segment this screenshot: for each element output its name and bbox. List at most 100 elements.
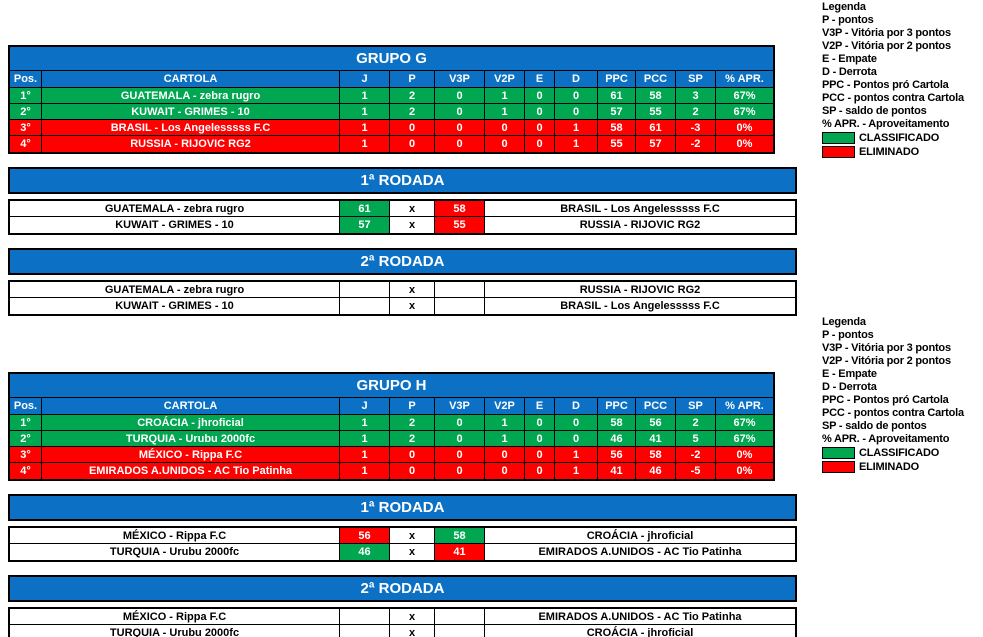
legend-bottom: Legenda P - pontos V3P - Vitória por 3 po…: [822, 316, 983, 474]
standings-cell-p: 2: [390, 431, 435, 446]
match-table: MÉXICO - Rippa F.C 56 x 58 CROÁCIA - jhr…: [8, 526, 797, 562]
rounds-container: 1ª RODADA MÉXICO - Rippa F.C 56 x 58: [8, 494, 797, 637]
standings-cell-e: 0: [525, 447, 555, 462]
standings-header-row: Pos. CARTOLA J P V3P V2P E D PPC PCC SP …: [10, 71, 773, 88]
standings-header-sp: SP: [676, 398, 716, 414]
standings-cell-ppc: 55: [598, 136, 636, 152]
standings-header-ppc: PPC: [598, 71, 636, 87]
standings-cell-j: 1: [340, 431, 390, 446]
match-home-score: [340, 625, 390, 637]
standings-cell-apr: 0%: [736, 448, 753, 461]
legend-eliminated-row: ELIMINADO: [822, 460, 983, 474]
standings-header-p: P: [390, 71, 435, 87]
standings-header-sp: SP: [676, 71, 716, 87]
legend-item: PCC - pontos contra Cartola: [822, 407, 964, 419]
match-row: KUWAIT - GRIMES - 10 x BRASIL - Los Ange…: [10, 298, 795, 314]
standings-header-pos: Pos.: [10, 398, 42, 414]
standings-table: GRUPO G Pos. CARTOLA J P V3P V2P E D PPC…: [8, 45, 775, 154]
standings-header-v2p: V2P: [485, 398, 525, 414]
match-row: TURQUIA - Urubu 2000fc 46 x 41 EMIRADOS …: [10, 544, 795, 560]
standings-cell-v3p: 0: [435, 431, 485, 446]
standings-cell-sp: -5: [676, 463, 716, 479]
standings-cell-apr: 67%: [733, 105, 756, 118]
standings-cell-d: 1: [555, 120, 598, 135]
standings-cell-v3p: 0: [435, 415, 485, 430]
match-home-score: 56: [340, 528, 390, 543]
eliminated-label: ELIMINADO: [859, 460, 919, 473]
group-title: GRUPO H: [356, 377, 427, 394]
standings-row: 1° CROÁCIA - jhroficial 1 2 0 1 0 0 58 5…: [10, 415, 773, 431]
legend-top: Legenda P - pontos V3P - Vitória por 3 po…: [822, 1, 983, 159]
standings-cell-d: 0: [555, 104, 598, 119]
legend-item: P - pontos: [822, 14, 874, 26]
group-title-bar: GRUPO H: [10, 374, 773, 398]
round-title: 2ª RODADA: [360, 580, 445, 597]
standings-cell-sp: 3: [676, 88, 716, 103]
standings-cell-j: 1: [340, 104, 390, 119]
match-table: GUATEMALA - zebra rugro x RUSSIA - RIJOV…: [8, 280, 797, 316]
standings-cell-pcc: 58: [636, 88, 676, 103]
standings-cell-e: 0: [525, 120, 555, 135]
standings-cell-ppc: 41: [598, 463, 636, 479]
standings-cell-v2p: 0: [485, 120, 525, 135]
standings-row: 4° RUSSIA - RIJOVIC RG2 1 0 0 0 0 1 55 5…: [10, 136, 773, 152]
standings-header-j: J: [340, 398, 390, 414]
standings-cell-pos: 3°: [10, 120, 42, 135]
eliminated-swatch-icon: [822, 146, 855, 158]
match-separator: x: [390, 528, 435, 543]
standings-header-e: E: [525, 71, 555, 87]
standings-header-d: D: [555, 398, 598, 414]
standings-cell-d: 0: [555, 88, 598, 103]
standings-header-pos: Pos.: [10, 71, 42, 87]
legend-items: P - pontos V3P - Vitória por 3 pontos V2P …: [822, 329, 983, 446]
standings-header-v3p: V3P: [435, 71, 485, 87]
standings-cell-j: 1: [340, 447, 390, 462]
standings-cell-pos: 1°: [10, 415, 42, 430]
legend-item: E - Empate: [822, 368, 877, 380]
standings-cell-v2p: 0: [485, 447, 525, 462]
standings-cell-v3p: 0: [435, 463, 485, 479]
standings-header-row: Pos. CARTOLA J P V3P V2P E D PPC PCC SP …: [10, 398, 773, 415]
standings-cell-j: 1: [340, 415, 390, 430]
standings-cell-p: 2: [390, 104, 435, 119]
standings-cell-e: 0: [525, 415, 555, 430]
match-table: GUATEMALA - zebra rugro 61 x 58 BRASIL -…: [8, 199, 797, 235]
standings-cell-pcc: 46: [636, 463, 676, 479]
standings-cell-v2p: 1: [485, 88, 525, 103]
match-separator: x: [390, 217, 435, 233]
standings-cell-v3p: 0: [435, 88, 485, 103]
standings-cell-sp: 2: [676, 415, 716, 430]
standings-cell-cartola: TURQUIA - Urubu 2000fc: [42, 431, 340, 446]
match-home-score: 46: [340, 544, 390, 560]
round-section: 2ª RODADA GUATEMALA - zebra rugro x: [8, 248, 797, 316]
match-home-team: KUWAIT - GRIMES - 10: [10, 298, 340, 314]
classified-swatch-icon: [822, 132, 855, 144]
match-separator: x: [390, 625, 435, 637]
match-home-score: [340, 609, 390, 624]
standings-header-v2p: V2P: [485, 71, 525, 87]
classified-label: CLASSIFICADO: [859, 446, 940, 459]
standings-cell-j: 1: [340, 136, 390, 152]
match-away-team: EMIRADOS A.UNIDOS - AC Tio Patinha: [538, 610, 742, 623]
standings-cell-pos: 2°: [10, 104, 42, 119]
standings-header-pcc: PCC: [636, 398, 676, 414]
match-home-score: [340, 282, 390, 297]
legend-item: SP - saldo de pontos: [822, 420, 927, 432]
standings-cell-pcc: 41: [636, 431, 676, 446]
standings-cell-ppc: 57: [598, 104, 636, 119]
standings-cell-pos: 4°: [10, 463, 42, 479]
round-title: 2ª RODADA: [360, 253, 445, 270]
match-separator: x: [390, 282, 435, 297]
standings-cell-cartola: BRASIL - Los Angelesssss F.C: [42, 120, 340, 135]
standings-row: 3° MÉXICO - Rippa F.C 1 0 0 0 0 1 56 58: [10, 447, 773, 463]
standings-cell-j: 1: [340, 120, 390, 135]
standings-cell-p: 0: [390, 136, 435, 152]
match-table: MÉXICO - Rippa F.C x EMIRADOS A.UNIDOS -…: [8, 607, 797, 637]
standings-header-p: P: [390, 398, 435, 414]
standings-cell-d: 1: [555, 447, 598, 462]
standings-cell-apr: 67%: [733, 416, 756, 429]
round-title-bar: 1ª RODADA: [8, 494, 797, 521]
standings-cell-cartola: KUWAIT - GRIMES - 10: [42, 104, 340, 119]
classified-swatch-icon: [822, 447, 855, 459]
